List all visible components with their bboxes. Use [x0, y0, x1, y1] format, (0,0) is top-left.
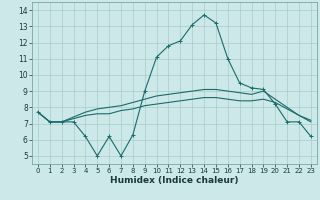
X-axis label: Humidex (Indice chaleur): Humidex (Indice chaleur): [110, 176, 239, 185]
